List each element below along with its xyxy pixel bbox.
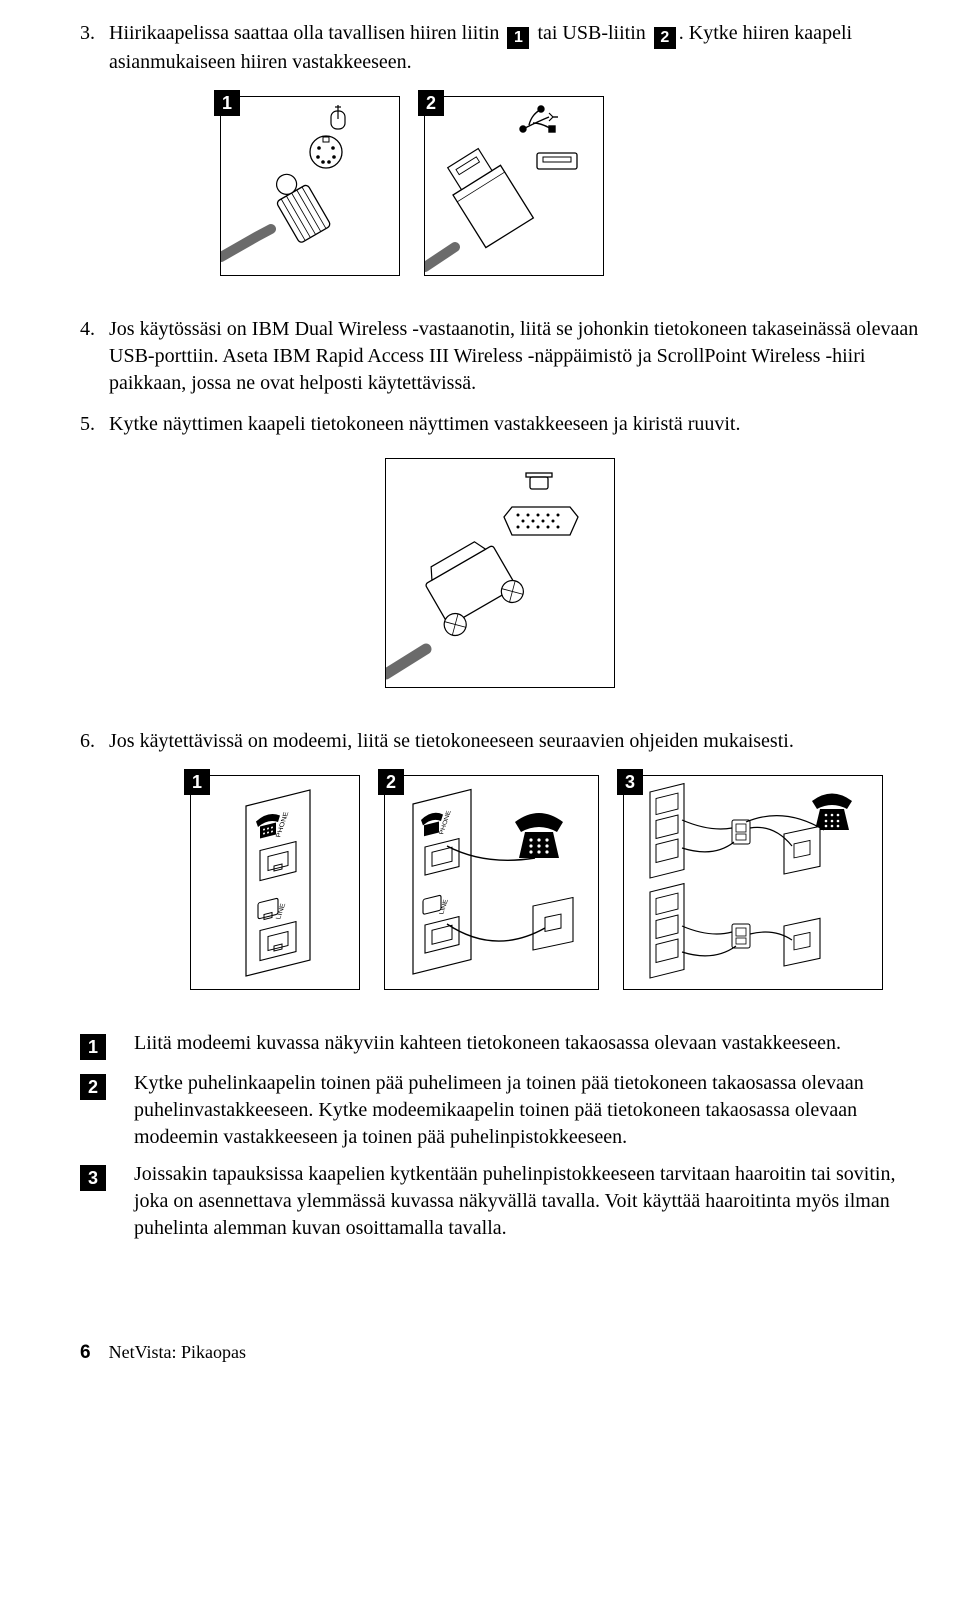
step-5-text: Kytke näyttimen kaapeli tietokoneen näyt… [109, 411, 920, 438]
document-page: 3. Hiirikaapelissa saattaa olla tavallis… [0, 0, 960, 1394]
legend-2-badge: 2 [80, 1074, 106, 1100]
legend-3-text: Joissakin tapauksissa kaapelien kytkentä… [134, 1161, 920, 1242]
step-3-number: 3. [80, 20, 95, 47]
figure-row-1: 1 [220, 96, 920, 276]
figure-modem-2-badge: 2 [378, 769, 404, 795]
figure-1-badge: 1 [214, 90, 240, 116]
legend-item-3: 3 Joissakin tapauksissa kaapelien kytken… [80, 1161, 920, 1242]
figure-modem-phone-wall: PHONE LINE [384, 775, 599, 990]
step-6-text: Jos käytettävissä on modeemi, liitä se t… [109, 728, 920, 755]
step-6: 6. Jos käytettävissä on modeemi, liitä s… [80, 728, 920, 755]
footer-title: NetVista: Pikaopas [109, 1342, 246, 1362]
figure-usb-connector [424, 96, 604, 276]
legend-1-badge: 1 [80, 1034, 106, 1060]
page-number: 6 [80, 1342, 91, 1363]
figure-modem-2-cell: 2 PHONE [384, 775, 599, 990]
figure-modem-1-badge: 1 [184, 769, 210, 795]
figure-modem-splitter [623, 775, 883, 990]
step-3-text-a: Hiirikaapelissa saattaa olla tavallisen … [109, 22, 504, 44]
figure-monitor-connector [385, 458, 615, 688]
figure-1-cell: 1 [220, 96, 400, 276]
step-3-text-b: tai USB-liitin [532, 22, 650, 44]
legend-item-2: 2 Kytke puhelinkaapelin toinen pää puhel… [80, 1070, 920, 1151]
step-3-body: Hiirikaapelissa saattaa olla tavallisen … [109, 20, 920, 76]
figure-modem-ports: PHONE LINE [190, 775, 360, 990]
step-3: 3. Hiirikaapelissa saattaa olla tavallis… [80, 20, 920, 76]
step-6-number: 6. [80, 728, 95, 755]
figure-row-2 [80, 458, 920, 688]
legend-item-1: 1 Liitä modeemi kuvassa näkyviin kahteen… [80, 1030, 920, 1060]
step-4-number: 4. [80, 316, 95, 343]
legend-3-badge: 3 [80, 1165, 106, 1191]
step-4-text: Jos käytössäsi on IBM Dual Wireless -vas… [109, 316, 920, 397]
legend-1-text: Liitä modeemi kuvassa näkyviin kahteen t… [134, 1030, 920, 1057]
inline-badge-2: 2 [654, 27, 676, 49]
figure-modem-3-badge: 3 [617, 769, 643, 795]
figure-ps2-connector [220, 96, 400, 276]
figure-modem-1-cell: 1 PHONE [190, 775, 360, 990]
figure-2-cell: 2 [424, 96, 604, 276]
step-5: 5. Kytke näyttimen kaapeli tietokoneen n… [80, 411, 920, 438]
figure-row-3: 1 PHONE [190, 775, 920, 990]
figure-2-badge: 2 [418, 90, 444, 116]
step-5-number: 5. [80, 411, 95, 438]
figure-monitor-cell [385, 458, 615, 688]
page-footer: 6 NetVista: Pikaopas [80, 1342, 920, 1364]
step-4: 4. Jos käytössäsi on IBM Dual Wireless -… [80, 316, 920, 397]
figure-modem-3-cell: 3 [623, 775, 883, 990]
inline-badge-1: 1 [507, 27, 529, 49]
legend-2-text: Kytke puhelinkaapelin toinen pää puhelim… [134, 1070, 920, 1151]
